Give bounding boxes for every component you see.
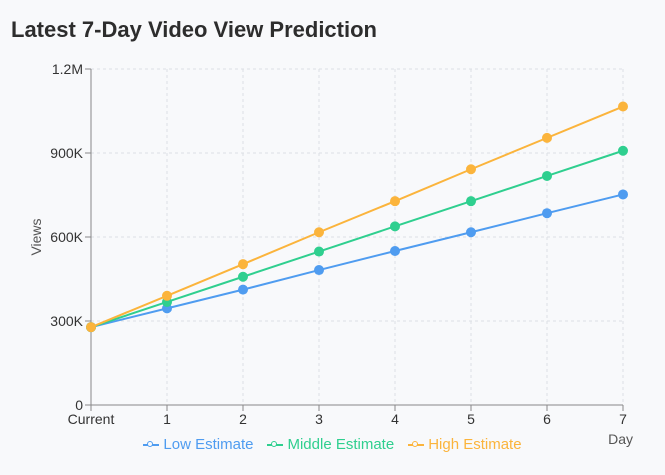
y-tick-label: 600K: [50, 229, 83, 245]
data-point[interactable]: [390, 196, 400, 207]
legend-label: Middle Estimate: [287, 436, 395, 453]
series-line: [90, 105, 624, 329]
chart-legend: Low Estimate Middle Estimate High Estimate: [0, 436, 665, 453]
x-tick-labels: Current 1 2 3 4 5 6 7: [68, 411, 627, 427]
chart-title: Latest 7-Day Video View Prediction: [11, 17, 377, 42]
legend-swatch-icon: [143, 440, 160, 450]
data-point[interactable]: [542, 170, 552, 181]
x-tick-label: 4: [391, 411, 399, 427]
data-point[interactable]: [542, 132, 552, 143]
data-point[interactable]: [238, 271, 248, 282]
legend-label: Low Estimate: [163, 436, 254, 453]
data-point[interactable]: [314, 246, 324, 257]
data-point[interactable]: [390, 246, 400, 256]
data-point[interactable]: [466, 164, 476, 175]
legend-item-middle-estimate[interactable]: Middle Estimate: [267, 436, 394, 453]
y-tick-labels: 0 300K 600K 900K 1.2M: [50, 61, 83, 413]
y-tick-label: 1.2M: [52, 61, 83, 77]
series-line: [90, 193, 624, 329]
data-point[interactable]: [466, 227, 476, 238]
legend-item-low-estimate[interactable]: Low Estimate: [143, 436, 253, 453]
series-group: [86, 101, 628, 333]
x-tick-label: Current: [68, 411, 115, 427]
data-point[interactable]: [542, 208, 552, 219]
data-point[interactable]: [390, 221, 400, 232]
y-tick-label: 0: [75, 397, 83, 413]
data-point[interactable]: [466, 196, 476, 207]
axes: [85, 68, 624, 411]
series-line: [90, 149, 624, 329]
data-point[interactable]: [618, 189, 628, 200]
data-point[interactable]: [86, 322, 96, 333]
x-tick-label: 2: [239, 411, 247, 427]
legend-swatch-icon: [408, 440, 425, 450]
legend-swatch-icon: [267, 440, 284, 450]
x-tick-label: 6: [543, 411, 551, 427]
legend-item-high-estimate[interactable]: High Estimate: [408, 436, 522, 453]
data-point[interactable]: [162, 290, 172, 301]
x-tick-label: 7: [619, 411, 627, 427]
data-point[interactable]: [314, 227, 324, 238]
data-point[interactable]: [238, 259, 248, 270]
x-tick-label: 1: [163, 411, 171, 427]
y-tick-label: 300K: [50, 313, 83, 329]
grid-lines: [91, 68, 624, 405]
data-point[interactable]: [618, 101, 628, 112]
y-tick-label: 900K: [50, 145, 83, 161]
data-point[interactable]: [314, 265, 324, 276]
series-high-estimate: [86, 101, 628, 333]
data-point[interactable]: [618, 145, 628, 156]
y-axis-label: Views: [28, 218, 44, 255]
data-point[interactable]: [238, 284, 248, 295]
x-tick-label: 3: [315, 411, 323, 427]
x-axis-label: Day: [608, 431, 633, 447]
legend-label: High Estimate: [428, 436, 522, 453]
x-tick-label: 5: [467, 411, 475, 427]
